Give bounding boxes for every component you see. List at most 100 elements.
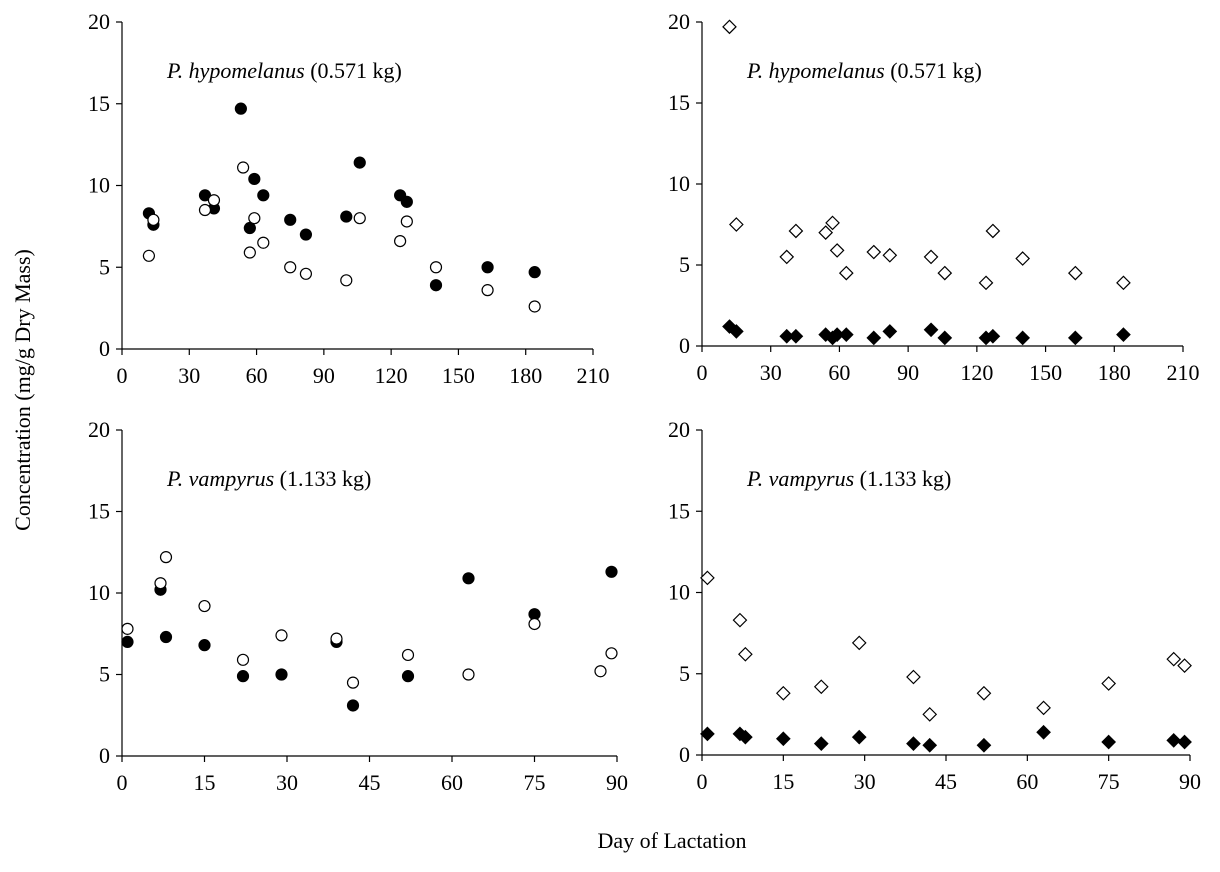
x-tick-label: 30 [178, 363, 200, 388]
x-tick-label: 90 [313, 363, 335, 388]
x-tick-label: 90 [606, 770, 628, 795]
body-mass: (0.571 kg) [885, 58, 982, 83]
data-point-diamond-filled [788, 328, 804, 344]
data-point-diamond-open [985, 223, 1001, 239]
data-point-diamond-open [1036, 700, 1051, 716]
data-point-diamond-open [813, 679, 829, 695]
data-point-diamond-open [1015, 251, 1031, 266]
data-point-circle-open [243, 246, 256, 259]
species-name: P. vampyrus [746, 466, 854, 491]
y-tick-label: 20 [88, 417, 110, 442]
data-point-circle-open [236, 653, 250, 666]
data-point-diamond-open [1101, 676, 1117, 691]
data-point-circle-open [284, 261, 297, 274]
y-tick-label: 15 [668, 498, 690, 523]
data-point-circle-filled [198, 639, 211, 652]
data-point-circle-open [429, 261, 443, 274]
data-point-circle-filled [159, 630, 173, 644]
data-point-diamond-open [779, 249, 795, 265]
data-point-circle-open [159, 551, 173, 564]
data-point-diamond-filled [775, 731, 791, 747]
x-tick-label: 15 [772, 769, 794, 794]
data-point-circle-filled [275, 668, 288, 681]
data-point-diamond-filled [1036, 724, 1051, 740]
data-point-circle-filled [346, 699, 360, 712]
species-name: P. hypomelanus [166, 58, 305, 83]
data-point-diamond-filled [937, 330, 953, 346]
data-point-diamond-open [882, 247, 898, 263]
data-point-diamond-open [775, 685, 791, 701]
data-point-circle-open [594, 665, 607, 678]
y-tick-label: 0 [679, 333, 690, 358]
y-tick-label: 5 [679, 252, 690, 277]
data-point-circle-filled [400, 195, 413, 208]
y-tick-label: 20 [668, 417, 690, 442]
data-point-diamond-filled [700, 726, 715, 742]
body-mass: (1.133 kg) [854, 466, 951, 491]
data-point-circle-open [340, 274, 353, 287]
data-point-circle-open [605, 647, 618, 660]
data-point-circle-filled [234, 102, 247, 115]
data-point-diamond-open [700, 570, 715, 586]
data-point-diamond-open [866, 244, 882, 260]
data-point-circle-filled [481, 261, 494, 274]
data-point-diamond-open [922, 707, 938, 722]
data-point-diamond-filled [813, 736, 829, 751]
data-point-circle-filled [462, 572, 475, 585]
data-point-diamond-open [1116, 275, 1131, 291]
data-point-diamond-open [1067, 265, 1083, 281]
x-tick-label: 60 [246, 363, 268, 388]
data-point-diamond-open [1177, 658, 1192, 673]
data-point-circle-filled [340, 210, 353, 223]
x-tick-label: 210 [1167, 360, 1200, 385]
data-point-diamond-filled [1116, 327, 1131, 343]
data-point-diamond-open [906, 669, 921, 685]
data-point-diamond-open [722, 19, 737, 35]
data-point-diamond-filled [866, 330, 882, 346]
body-mass: (1.133 kg) [274, 466, 371, 491]
y-tick-label: 10 [668, 171, 690, 196]
data-point-diamond-open [976, 685, 992, 701]
x-tick-label: 0 [697, 360, 708, 385]
data-point-diamond-filled [1166, 733, 1182, 748]
x-tick-label: 30 [276, 770, 298, 795]
data-point-circle-filled [353, 156, 366, 169]
data-point-diamond-open [829, 243, 845, 258]
x-tick-label: 0 [697, 769, 708, 794]
data-point-diamond-filled [976, 737, 992, 753]
data-point-circle-open [353, 212, 366, 225]
data-point-diamond-filled [985, 328, 1001, 344]
data-point-circle-open [481, 284, 494, 297]
species-name: P. hypomelanus [746, 58, 885, 83]
data-point-circle-filled [121, 635, 134, 649]
x-tick-label: 90 [1179, 769, 1201, 794]
data-point-circle-filled [528, 266, 541, 279]
data-point-diamond-open [923, 249, 939, 265]
data-point-circle-open [528, 617, 541, 631]
x-tick-label: 60 [441, 770, 463, 795]
data-point-circle-filled [236, 670, 250, 683]
x-axis-title: Day of Lactation [597, 828, 746, 853]
data-point-diamond-open [788, 223, 804, 239]
data-point-circle-open [198, 599, 211, 613]
x-tick-label: 210 [577, 363, 610, 388]
data-point-diamond-filled [922, 737, 938, 753]
data-point-circle-filled [248, 172, 261, 186]
data-point-circle-filled [605, 565, 618, 578]
data-point-circle-open [275, 629, 288, 642]
x-tick-label: 60 [828, 360, 850, 385]
data-point-diamond-open [937, 265, 953, 281]
data-point-circle-filled [243, 221, 256, 235]
y-tick-label: 5 [99, 254, 110, 279]
data-point-circle-open [462, 668, 475, 681]
data-point-circle-open [528, 300, 541, 313]
y-tick-label: 10 [88, 580, 110, 605]
x-tick-label: 120 [375, 363, 408, 388]
panel-title: P. vampyrus (1.133 kg) [746, 466, 951, 491]
data-point-diamond-filled [906, 736, 921, 751]
y-tick-label: 0 [99, 743, 110, 768]
x-tick-label: 150 [442, 363, 475, 388]
data-point-diamond-filled [1067, 330, 1083, 346]
